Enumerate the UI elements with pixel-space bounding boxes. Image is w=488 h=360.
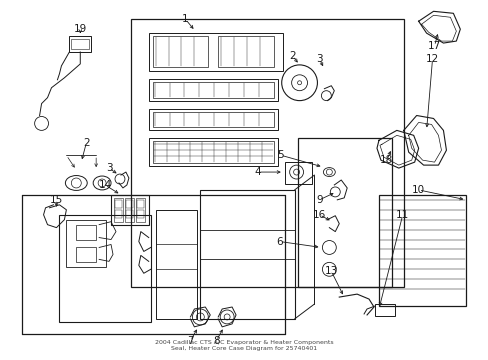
Bar: [115, 210, 122, 218]
Bar: [114, 198, 122, 222]
Bar: [378, 195, 466, 306]
Bar: [71, 39, 89, 49]
Bar: [126, 200, 133, 208]
Bar: [218, 36, 273, 67]
Text: 18: 18: [380, 155, 393, 165]
Text: 15: 15: [50, 195, 63, 205]
Bar: [374, 304, 394, 316]
Bar: [152, 36, 208, 67]
Bar: [155, 210, 197, 319]
Bar: [284, 162, 312, 184]
Bar: [60, 215, 150, 322]
Bar: [131, 19, 403, 287]
Text: 19: 19: [74, 24, 87, 34]
Bar: [69, 36, 91, 52]
Bar: [148, 109, 277, 130]
Bar: [297, 138, 391, 287]
Text: 9: 9: [315, 195, 322, 205]
Text: 13: 13: [324, 266, 337, 276]
Text: 2: 2: [83, 138, 89, 148]
Bar: [76, 225, 96, 239]
Bar: [76, 247, 96, 262]
Text: 3: 3: [105, 163, 112, 173]
Bar: [137, 200, 143, 208]
Bar: [148, 79, 277, 100]
Bar: [148, 33, 282, 71]
Bar: [115, 200, 122, 208]
Bar: [126, 210, 133, 218]
Text: 17: 17: [427, 41, 440, 51]
Text: 7: 7: [187, 336, 193, 346]
Text: 6: 6: [276, 237, 283, 247]
Bar: [137, 210, 143, 218]
Bar: [124, 198, 134, 222]
Text: 2: 2: [289, 51, 295, 61]
Text: 14: 14: [98, 180, 111, 190]
Bar: [152, 141, 273, 163]
Text: 5: 5: [277, 150, 284, 160]
Text: 16: 16: [312, 210, 325, 220]
Text: 1: 1: [182, 14, 188, 24]
Text: 10: 10: [411, 185, 425, 195]
Text: 8: 8: [212, 336, 219, 346]
Bar: [148, 138, 277, 166]
Text: 2004 Cadillac CTS A/C Evaporator & Heater Components
Seal, Heater Core Case Diag: 2004 Cadillac CTS A/C Evaporator & Heate…: [155, 340, 333, 351]
Bar: [66, 220, 106, 267]
Bar: [152, 82, 273, 98]
Text: 3: 3: [315, 54, 322, 64]
Text: 12: 12: [425, 54, 438, 64]
Bar: [200, 190, 294, 319]
Bar: [152, 112, 273, 127]
Bar: [111, 195, 148, 225]
Text: 4: 4: [254, 167, 261, 177]
Bar: [136, 198, 144, 222]
Text: 11: 11: [395, 210, 408, 220]
